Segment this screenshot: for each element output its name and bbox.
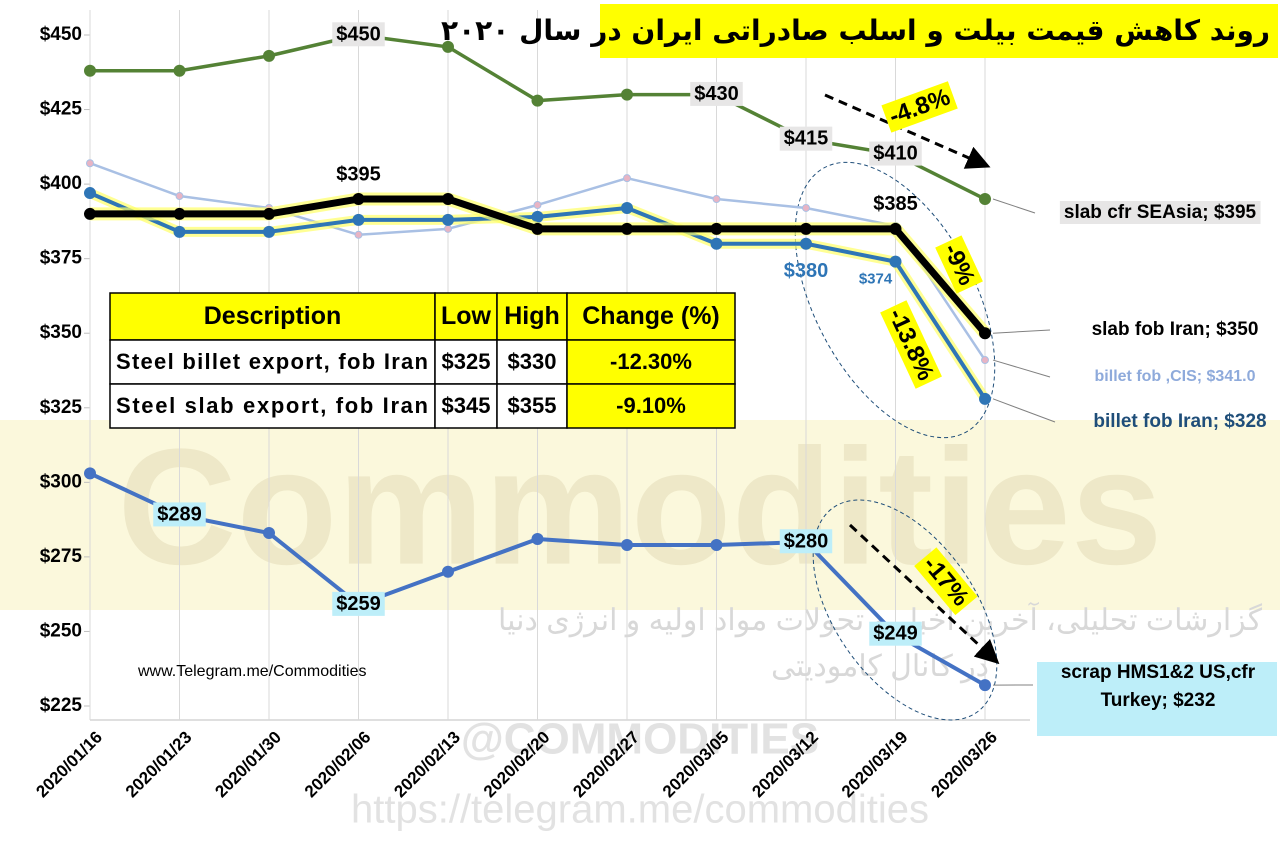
data-label: $249 — [873, 623, 918, 645]
data-label: $289 — [157, 503, 202, 525]
data-point — [979, 327, 991, 339]
data-point — [442, 193, 454, 205]
data-label: $259 — [336, 593, 381, 615]
data-point — [979, 193, 991, 205]
table-text: $355 — [508, 393, 557, 418]
data-point — [263, 50, 275, 62]
data-point — [532, 223, 544, 235]
table-header: Description — [204, 302, 342, 330]
data-label: $450 — [336, 23, 381, 45]
data-label: $430 — [694, 83, 739, 105]
data-table: Description Low High Change (%) Steel billet… — [110, 293, 735, 428]
y-tick-label: $425 — [40, 99, 83, 120]
data-point — [84, 208, 96, 220]
data-point — [532, 95, 544, 107]
data-point — [174, 226, 186, 238]
data-point — [353, 193, 365, 205]
source: www.Telegram.me/Commodities — [137, 663, 367, 680]
data-point — [711, 238, 723, 250]
data-point — [445, 225, 452, 232]
data-point — [979, 393, 991, 405]
data-point — [621, 202, 633, 214]
data-point — [532, 533, 544, 545]
chart-title: روند کاهش قیمت بیلت و اسلب صادراتی ایران… — [441, 14, 1270, 47]
data-point — [84, 467, 96, 479]
data-point — [174, 208, 186, 220]
data-label: $415 — [784, 128, 829, 150]
data-point — [890, 256, 902, 268]
data-point — [803, 204, 810, 211]
data-point — [711, 539, 723, 551]
y-tick-label: $225 — [40, 695, 83, 716]
y-tick-label: $325 — [40, 397, 83, 418]
data-point — [355, 231, 362, 238]
data-point — [442, 566, 454, 578]
data-point — [176, 193, 183, 200]
data-point — [713, 196, 720, 203]
y-tick-label: $450 — [40, 24, 82, 45]
table-text: $325 — [442, 349, 491, 374]
watermark: Commodities — [117, 415, 1162, 599]
data-label: $410 — [873, 143, 918, 165]
data-point — [711, 223, 723, 235]
legend-label: billet fob Iran; $328 — [1093, 411, 1266, 432]
data-point — [174, 65, 186, 77]
data-label: $280 — [784, 530, 829, 552]
data-point — [621, 539, 633, 551]
data-point — [84, 187, 96, 199]
data-point — [84, 65, 96, 77]
data-point — [263, 208, 275, 220]
table-text: $330 — [508, 349, 557, 374]
data-point — [890, 223, 902, 235]
data-point — [621, 223, 633, 235]
data-point — [442, 214, 454, 226]
data-label: $380 — [784, 260, 829, 282]
table-header: Low — [441, 302, 492, 330]
watermark: https://telegram.me/commodities — [351, 788, 929, 832]
table-header: High — [504, 302, 560, 330]
table-text: -9.10% — [616, 393, 686, 418]
data-point — [982, 357, 989, 364]
data-point — [624, 175, 631, 182]
y-tick-label: $300 — [40, 471, 82, 492]
data-label: $374 — [859, 271, 893, 288]
data-label: $385 — [873, 193, 918, 215]
data-point — [263, 226, 275, 238]
data-point — [534, 201, 541, 208]
y-tick-label: $350 — [40, 322, 82, 343]
data-point — [263, 527, 275, 539]
y-tick-label: $400 — [40, 173, 82, 194]
y-tick-label: $375 — [40, 248, 83, 269]
legend-label: slab fob Iran; $350 — [1092, 319, 1259, 340]
data-point — [800, 223, 812, 235]
legend-label: billet fob ,CIS; $341.0 — [1095, 368, 1256, 385]
data-point — [621, 89, 633, 101]
data-point — [979, 679, 991, 691]
legend-label: slab cfr SEAsia; $395 — [1064, 202, 1257, 223]
data-point — [353, 214, 365, 226]
data-point — [87, 160, 94, 167]
y-tick-label: $250 — [40, 620, 82, 641]
data-label: $395 — [336, 163, 381, 185]
data-point — [800, 238, 812, 250]
table-text: Steel billet export, fob Iran — [116, 349, 428, 374]
table-text: $345 — [442, 393, 491, 418]
y-tick-label: $275 — [40, 546, 83, 567]
table-header: Change (%) — [582, 302, 720, 330]
table-text: -12.30% — [610, 349, 692, 374]
